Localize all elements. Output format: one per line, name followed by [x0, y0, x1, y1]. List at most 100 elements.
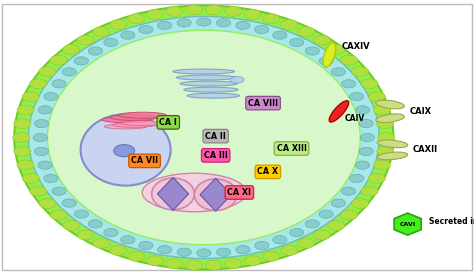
Circle shape [205, 5, 222, 15]
Circle shape [50, 55, 67, 65]
Text: CAIV: CAIV [345, 114, 365, 123]
Circle shape [93, 238, 110, 248]
Ellipse shape [121, 121, 164, 126]
Circle shape [298, 238, 315, 248]
Circle shape [14, 119, 31, 129]
Circle shape [298, 27, 315, 37]
FancyBboxPatch shape [2, 4, 472, 270]
Circle shape [157, 246, 172, 254]
Circle shape [331, 68, 346, 76]
Text: CAVI: CAVI [400, 222, 416, 227]
Circle shape [374, 160, 391, 170]
Circle shape [35, 147, 49, 156]
Circle shape [35, 119, 49, 128]
Circle shape [290, 229, 304, 237]
Circle shape [378, 133, 395, 142]
Circle shape [50, 210, 67, 220]
Ellipse shape [376, 100, 404, 109]
Circle shape [74, 57, 89, 65]
Ellipse shape [183, 87, 238, 92]
Circle shape [62, 68, 76, 76]
Circle shape [236, 21, 250, 29]
Circle shape [350, 174, 364, 183]
Circle shape [157, 21, 172, 29]
Text: CA XIII: CA XIII [276, 144, 307, 153]
Circle shape [33, 133, 47, 142]
Circle shape [273, 31, 287, 39]
Text: CAXIV: CAXIV [341, 42, 370, 51]
Circle shape [104, 38, 118, 46]
Circle shape [352, 67, 369, 76]
Circle shape [52, 80, 66, 88]
Circle shape [361, 186, 378, 196]
Circle shape [77, 230, 94, 240]
Circle shape [185, 260, 202, 270]
Circle shape [217, 19, 231, 27]
Circle shape [319, 210, 333, 218]
Text: CA XI: CA XI [228, 188, 251, 197]
Text: CA VII: CA VII [131, 156, 158, 165]
Ellipse shape [230, 76, 244, 83]
Text: CA X: CA X [257, 167, 278, 176]
Ellipse shape [14, 6, 393, 270]
Circle shape [110, 20, 127, 29]
Text: CAIX: CAIX [410, 107, 432, 116]
Ellipse shape [377, 152, 408, 160]
Ellipse shape [81, 114, 171, 186]
Circle shape [93, 27, 110, 37]
Circle shape [197, 18, 211, 26]
Circle shape [263, 14, 280, 24]
Circle shape [177, 248, 191, 256]
Circle shape [281, 246, 298, 255]
Ellipse shape [104, 124, 147, 129]
Circle shape [39, 199, 56, 208]
Circle shape [17, 105, 34, 115]
Ellipse shape [329, 101, 349, 122]
Circle shape [360, 133, 374, 142]
Circle shape [290, 38, 304, 46]
Circle shape [177, 19, 191, 27]
Ellipse shape [110, 114, 158, 120]
Text: CA I: CA I [159, 118, 177, 127]
Ellipse shape [376, 114, 404, 123]
Circle shape [110, 246, 127, 255]
Circle shape [273, 236, 287, 244]
Circle shape [225, 259, 242, 269]
Circle shape [356, 106, 370, 114]
Circle shape [128, 14, 145, 24]
Circle shape [74, 210, 89, 218]
Circle shape [185, 5, 202, 15]
Ellipse shape [176, 75, 236, 80]
Circle shape [13, 133, 30, 142]
Circle shape [63, 221, 80, 230]
Circle shape [38, 106, 52, 114]
Circle shape [44, 92, 58, 101]
Circle shape [139, 241, 153, 250]
Circle shape [22, 173, 39, 183]
Circle shape [22, 92, 39, 102]
Circle shape [361, 79, 378, 89]
Ellipse shape [377, 140, 408, 148]
Ellipse shape [47, 30, 360, 245]
Circle shape [368, 92, 385, 102]
Text: CAXII: CAXII [412, 145, 438, 154]
Circle shape [197, 249, 211, 257]
Ellipse shape [152, 178, 194, 210]
Circle shape [128, 251, 145, 261]
Circle shape [305, 47, 319, 55]
Circle shape [114, 145, 135, 157]
Circle shape [217, 248, 231, 256]
Circle shape [328, 45, 345, 54]
Circle shape [328, 221, 345, 230]
Circle shape [244, 9, 261, 19]
Circle shape [359, 147, 373, 156]
Circle shape [352, 199, 369, 208]
Ellipse shape [102, 117, 149, 123]
Circle shape [340, 55, 357, 65]
Ellipse shape [323, 43, 336, 67]
Circle shape [17, 160, 34, 170]
Polygon shape [394, 213, 421, 235]
Circle shape [205, 260, 222, 270]
Circle shape [341, 80, 356, 88]
Circle shape [225, 6, 242, 16]
